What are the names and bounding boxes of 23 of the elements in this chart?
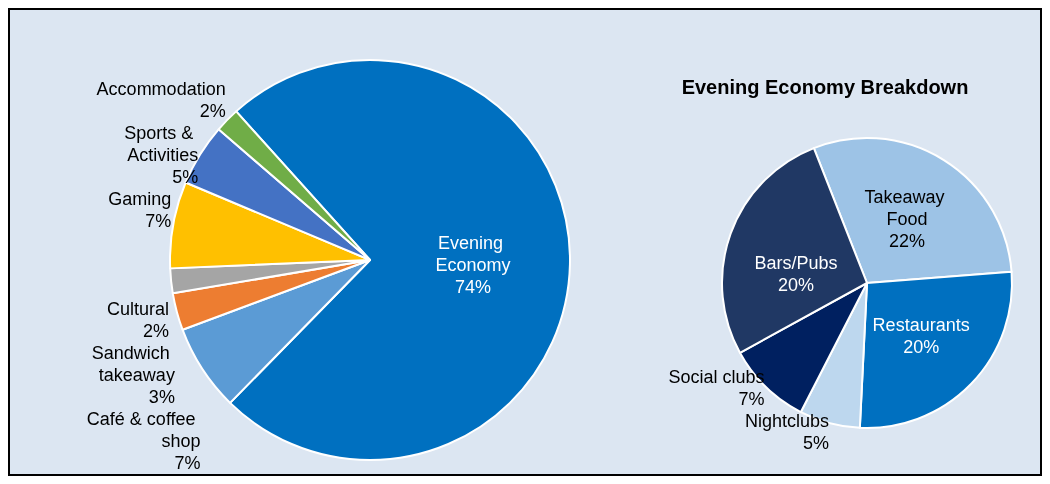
chart-title: Evening Economy Breakdown: [681, 76, 969, 98]
data-label: 5%: [802, 433, 829, 454]
slice-label: Sports & Activities: [124, 123, 199, 165]
data-label: 2%: [143, 321, 170, 341]
data-label: 20%: [903, 336, 940, 357]
data-label: 74%: [454, 277, 491, 297]
data-label: 7%: [145, 211, 172, 231]
data-label: 2%: [199, 101, 226, 121]
slice-label: Sandwich takeaway: [91, 343, 175, 385]
data-label: 20%: [777, 274, 814, 295]
data-label: 7%: [174, 453, 201, 473]
slice-label: Café & coffee shop: [86, 409, 201, 451]
data-label: 22%: [889, 230, 926, 251]
slice-label: Accommodation: [96, 79, 226, 99]
data-label: 7%: [738, 389, 765, 410]
slice-label: Cultural: [107, 299, 170, 319]
data-label: 3%: [148, 387, 175, 407]
slice-label: Evening Economy: [435, 233, 511, 275]
slice-label: Restaurants: [872, 314, 970, 335]
slice-label: Takeaway Food: [864, 186, 950, 229]
slice-label: Bars/Pubs: [754, 252, 838, 273]
slice-label: Gaming: [108, 189, 172, 209]
slice-label: Nightclubs: [744, 411, 829, 432]
